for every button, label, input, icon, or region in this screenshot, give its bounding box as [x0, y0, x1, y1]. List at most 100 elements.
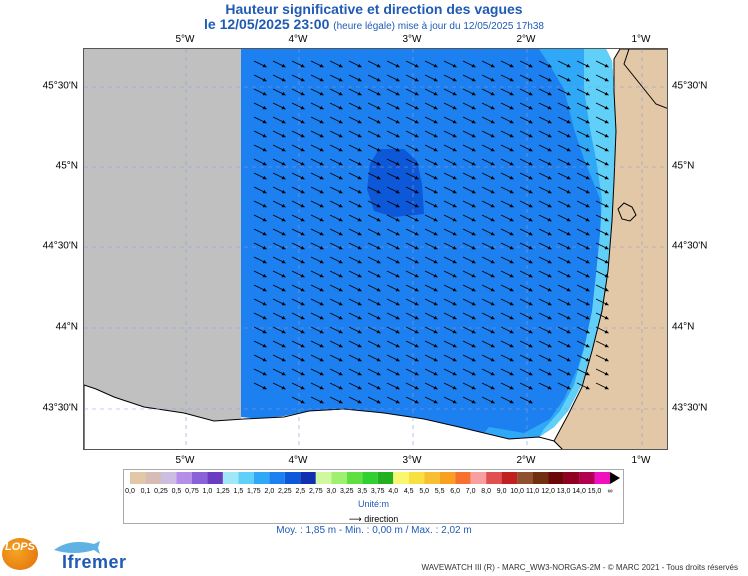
legend-tick-label: 15,0 — [587, 488, 602, 495]
wave-arrow-head — [490, 371, 495, 376]
wave-arrow-head — [471, 343, 476, 348]
direction-label: direction — [364, 514, 399, 524]
wave-arrow-head — [319, 329, 324, 334]
wave-arrow-head — [357, 315, 362, 320]
wave-arrow-head — [509, 259, 514, 264]
wave-arrow-head — [262, 77, 267, 82]
wave-arrow-head — [319, 63, 324, 68]
wave-arrow-head — [319, 343, 324, 348]
wave-arrow-head — [528, 119, 533, 124]
wave-arrow-head — [471, 91, 476, 96]
wave-arrow-head — [490, 399, 495, 404]
wave-arrow-head — [357, 63, 362, 68]
wave-arrow-head — [433, 63, 438, 68]
wave-arrow-head — [604, 203, 609, 208]
wave-arrow-head — [414, 343, 419, 348]
wave-arrow-head — [547, 175, 552, 180]
wave-arrow-head — [585, 245, 590, 250]
wave-arrow-head — [281, 189, 286, 194]
wave-arrow-head — [319, 147, 324, 152]
wave-arrow-head — [433, 161, 438, 166]
lon-label-top: 4°W — [288, 34, 308, 45]
wave-arrow-head — [433, 385, 438, 390]
lat-label-right: 43°30'N — [672, 402, 708, 414]
wave-arrow-head — [585, 203, 590, 208]
wave-arrow-head — [452, 105, 457, 110]
wave-arrow-head — [528, 385, 533, 390]
high-wave-patch — [367, 149, 424, 217]
wave-arrow-head — [452, 231, 457, 236]
wave-arrow-head — [585, 259, 590, 264]
wave-arrow-head — [604, 63, 609, 68]
legend-tick-label: 2,75 — [308, 488, 323, 495]
wave-arrow-head — [338, 315, 343, 320]
wave-arrow-head — [376, 245, 381, 250]
wave-arrow-head — [509, 119, 514, 124]
wave-arrow-head — [338, 245, 343, 250]
wave-arrow-head — [566, 231, 571, 236]
wave-arrow-head — [490, 147, 495, 152]
wave-arrow-head — [357, 133, 362, 138]
wave-arrow-head — [509, 315, 514, 320]
wave-arrow-head — [395, 147, 400, 152]
legend-tick-label: 1,75 — [247, 488, 261, 495]
wave-arrow-head — [357, 175, 362, 180]
lon-label-top: 1°W — [631, 34, 651, 45]
color-legend: 0,0 0,1 0,25 0,5 0,75 1,0 1,25 1,5 1,75 2,0 2,25 2,… — [123, 469, 624, 524]
wave-arrow-head — [604, 105, 609, 110]
wave-arrow-head — [509, 245, 514, 250]
wave-arrow-head — [433, 91, 438, 96]
credit-line: WAVEWATCH III (R) - MARC_WW3-NORGAS-2M -… — [421, 563, 738, 572]
wave-arrow-head — [414, 189, 419, 194]
wave-arrow-head — [452, 343, 457, 348]
wave-arrow-head — [566, 105, 571, 110]
wave-arrow-head — [433, 259, 438, 264]
wave-arrow-head — [281, 77, 286, 82]
land-south — [84, 384, 563, 449]
legend-tick-label: 3,5 — [357, 488, 368, 495]
wave-arrow-head — [585, 91, 590, 96]
wave-arrow-head — [395, 371, 400, 376]
wave-arrow-head — [357, 385, 362, 390]
lon-label-bottom: 5°W — [175, 455, 195, 466]
wave-arrow-head — [300, 301, 305, 306]
wave-arrow-head — [585, 105, 590, 110]
wave-arrow-head — [300, 105, 305, 110]
wave-arrow-head — [395, 273, 400, 278]
color-swatch — [300, 472, 316, 484]
wave-arrow-head — [547, 189, 552, 194]
wave-arrow-head — [414, 259, 419, 264]
legend-tick-label: 1,25 — [216, 488, 230, 495]
wave-arrow-head — [376, 273, 381, 278]
wave-arrow-head — [490, 203, 495, 208]
wave-arrow-head — [604, 231, 609, 236]
wave-arrow-head — [395, 63, 400, 68]
wave-arrow-head — [414, 203, 419, 208]
wave-arrow-head — [528, 343, 533, 348]
wave-arrow-head — [490, 91, 495, 96]
wave-arrow-head — [395, 287, 400, 292]
wave-arrow-head — [528, 329, 533, 334]
wave-arrow-head — [490, 259, 495, 264]
wave-arrow-head — [376, 147, 381, 152]
wave-arrow-head — [319, 189, 324, 194]
legend-tick-label: 0,5 — [171, 488, 182, 495]
wave-arrow-head — [490, 217, 495, 222]
wave-arrow-head — [262, 133, 267, 138]
wave-arrow-head — [433, 189, 438, 194]
wave-arrow-head — [395, 231, 400, 236]
wave-arrow-head — [395, 203, 400, 208]
wave-arrow-head — [604, 189, 609, 194]
color-swatch — [486, 472, 502, 484]
wave-map-svg — [84, 49, 667, 449]
wave-arrow-head — [300, 203, 305, 208]
wave-arrow-head — [509, 105, 514, 110]
wave-arrow-head — [414, 175, 419, 180]
color-swatch — [238, 472, 254, 484]
wave-arrow-head — [414, 371, 419, 376]
wave-arrow-head — [262, 217, 267, 222]
wave-arrow-head — [414, 399, 419, 404]
color-swatch — [362, 472, 378, 484]
lat-label-right: 44°30'N — [672, 240, 708, 252]
wave-arrow-head — [547, 287, 552, 292]
